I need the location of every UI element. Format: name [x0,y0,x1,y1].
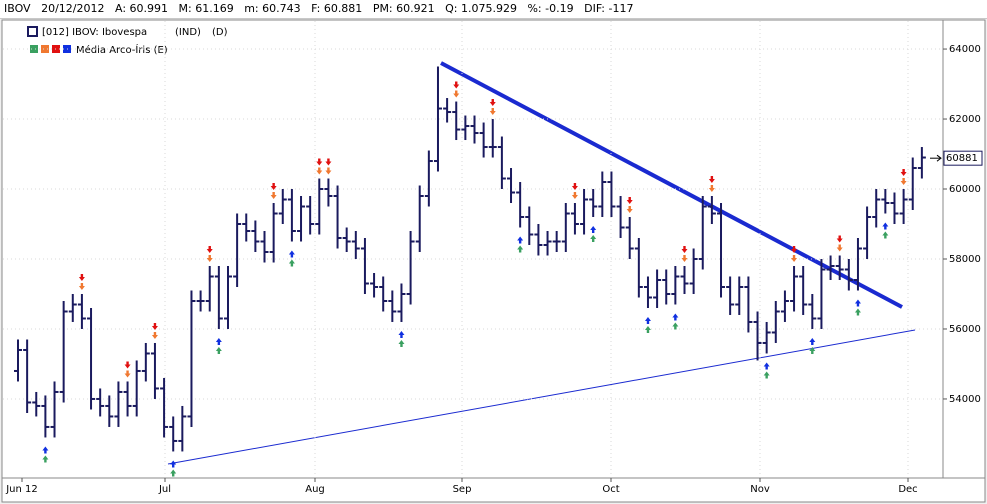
x-tick-label: Oct [602,484,619,495]
header-bar: IBOV 20/12/2012 A: 60.991 M: 61.169 m: 6… [0,0,987,19]
signal-arrow [854,308,861,316]
date: 20/12/2012 [41,2,105,15]
price-tag [943,150,983,166]
field: m: 60.743 [244,2,301,15]
signal-arrow [571,183,578,191]
signal-arrow [626,206,633,214]
signal-arrow [42,455,49,463]
signal-arrow [517,245,524,253]
signal-arrow [124,370,131,378]
legend-icon [27,26,38,37]
field: %: -0.19 [527,2,574,15]
signal-arrow [900,178,907,186]
signal-arrow [626,197,633,205]
field: DIF: -117 [584,2,634,15]
field: PM: 60.921 [372,2,435,15]
field: A: 60.991 [115,2,169,15]
plot-area [1,19,944,479]
signal-arrow [489,99,496,107]
signal-arrow [763,371,770,379]
symbol: IBOV [4,2,31,15]
signal-arrow [215,337,222,345]
signal-arrow [288,250,295,258]
legend-market: (IND) [175,27,201,38]
signal-arrow [882,231,889,239]
legend-title: [012] IBOV: Ibovespa [42,27,147,38]
x-tick-label: Aug [305,484,325,495]
signal-arrow [398,339,405,347]
legend-icon [41,45,49,53]
x-tick-label: Dec [898,484,917,495]
signal-arrow [270,183,277,191]
signal-arrow [170,460,177,468]
signal-arrow [644,316,651,324]
signal-arrow [882,222,889,230]
y-tick-label: 58000 [949,254,981,265]
signal-arrow [836,235,843,243]
signal-arrow [708,185,715,193]
x-tick-label: Jun 12 [5,484,38,495]
signal-arrow [809,346,816,354]
signal-arrow [836,244,843,252]
signal-arrow [809,337,816,345]
signal-arrow [325,167,332,175]
signal-arrow [398,330,405,338]
signal-arrow [672,313,679,321]
y-tick-label: 54000 [949,394,981,405]
signal-arrow [170,469,177,477]
x-tick-label: Nov [750,484,770,495]
x-tick-label: Jul [158,484,171,495]
signal-arrow [124,361,131,369]
field: Q: 1.075.929 [445,2,517,15]
signal-arrow [672,322,679,330]
signal-arrow [644,325,651,333]
signal-arrow [316,158,323,166]
y-tick-label: 56000 [949,324,981,335]
signal-arrow [681,245,688,253]
y-tick-label: 62000 [949,114,981,125]
signal-arrow [489,108,496,116]
signal-arrow [42,446,49,454]
signal-arrow [791,254,798,262]
signal-arrow [206,254,213,262]
y-axis-area [942,19,986,479]
chart: [012] IBOV: Ibovespa (IND) (D) Média Arc… [1,19,986,503]
signal-arrow [571,192,578,200]
signal-arrow [151,331,158,339]
signal-arrow [215,346,222,354]
signal-arrow [453,90,460,98]
signal-arrow [854,299,861,307]
legend-icon [30,45,38,53]
signal-arrow [900,169,907,177]
signal-arrow [78,273,85,281]
signal-arrow [270,192,277,200]
field: F: 60.881 [311,2,363,15]
signal-arrow [325,158,332,166]
y-tick-label: 60000 [949,184,981,195]
legend-period: (D) [212,27,228,38]
price-tag-label: 60881 [946,153,978,164]
x-axis-area [1,477,986,503]
signal-arrow [316,167,323,175]
x-tick-label: Sep [453,484,472,495]
trend-line [440,61,903,309]
field: M: 61.169 [178,2,234,15]
signal-arrow [708,176,715,184]
signal-arrow [681,254,688,262]
signal-arrow [590,235,597,243]
signal-arrow [453,81,460,89]
signal-arrow [590,226,597,234]
legend-indicator: Média Arco-Íris (E) [76,43,168,56]
signal-arrow [78,282,85,290]
y-tick-label: 64000 [949,44,981,55]
signal-arrow [206,245,213,253]
signal-arrow [517,236,524,244]
signal-arrow [791,245,798,253]
price-pointer-head [936,154,942,162]
signal-arrow [288,259,295,267]
trend-line [167,329,916,465]
signal-arrow [763,362,770,370]
signal-arrow [151,322,158,330]
